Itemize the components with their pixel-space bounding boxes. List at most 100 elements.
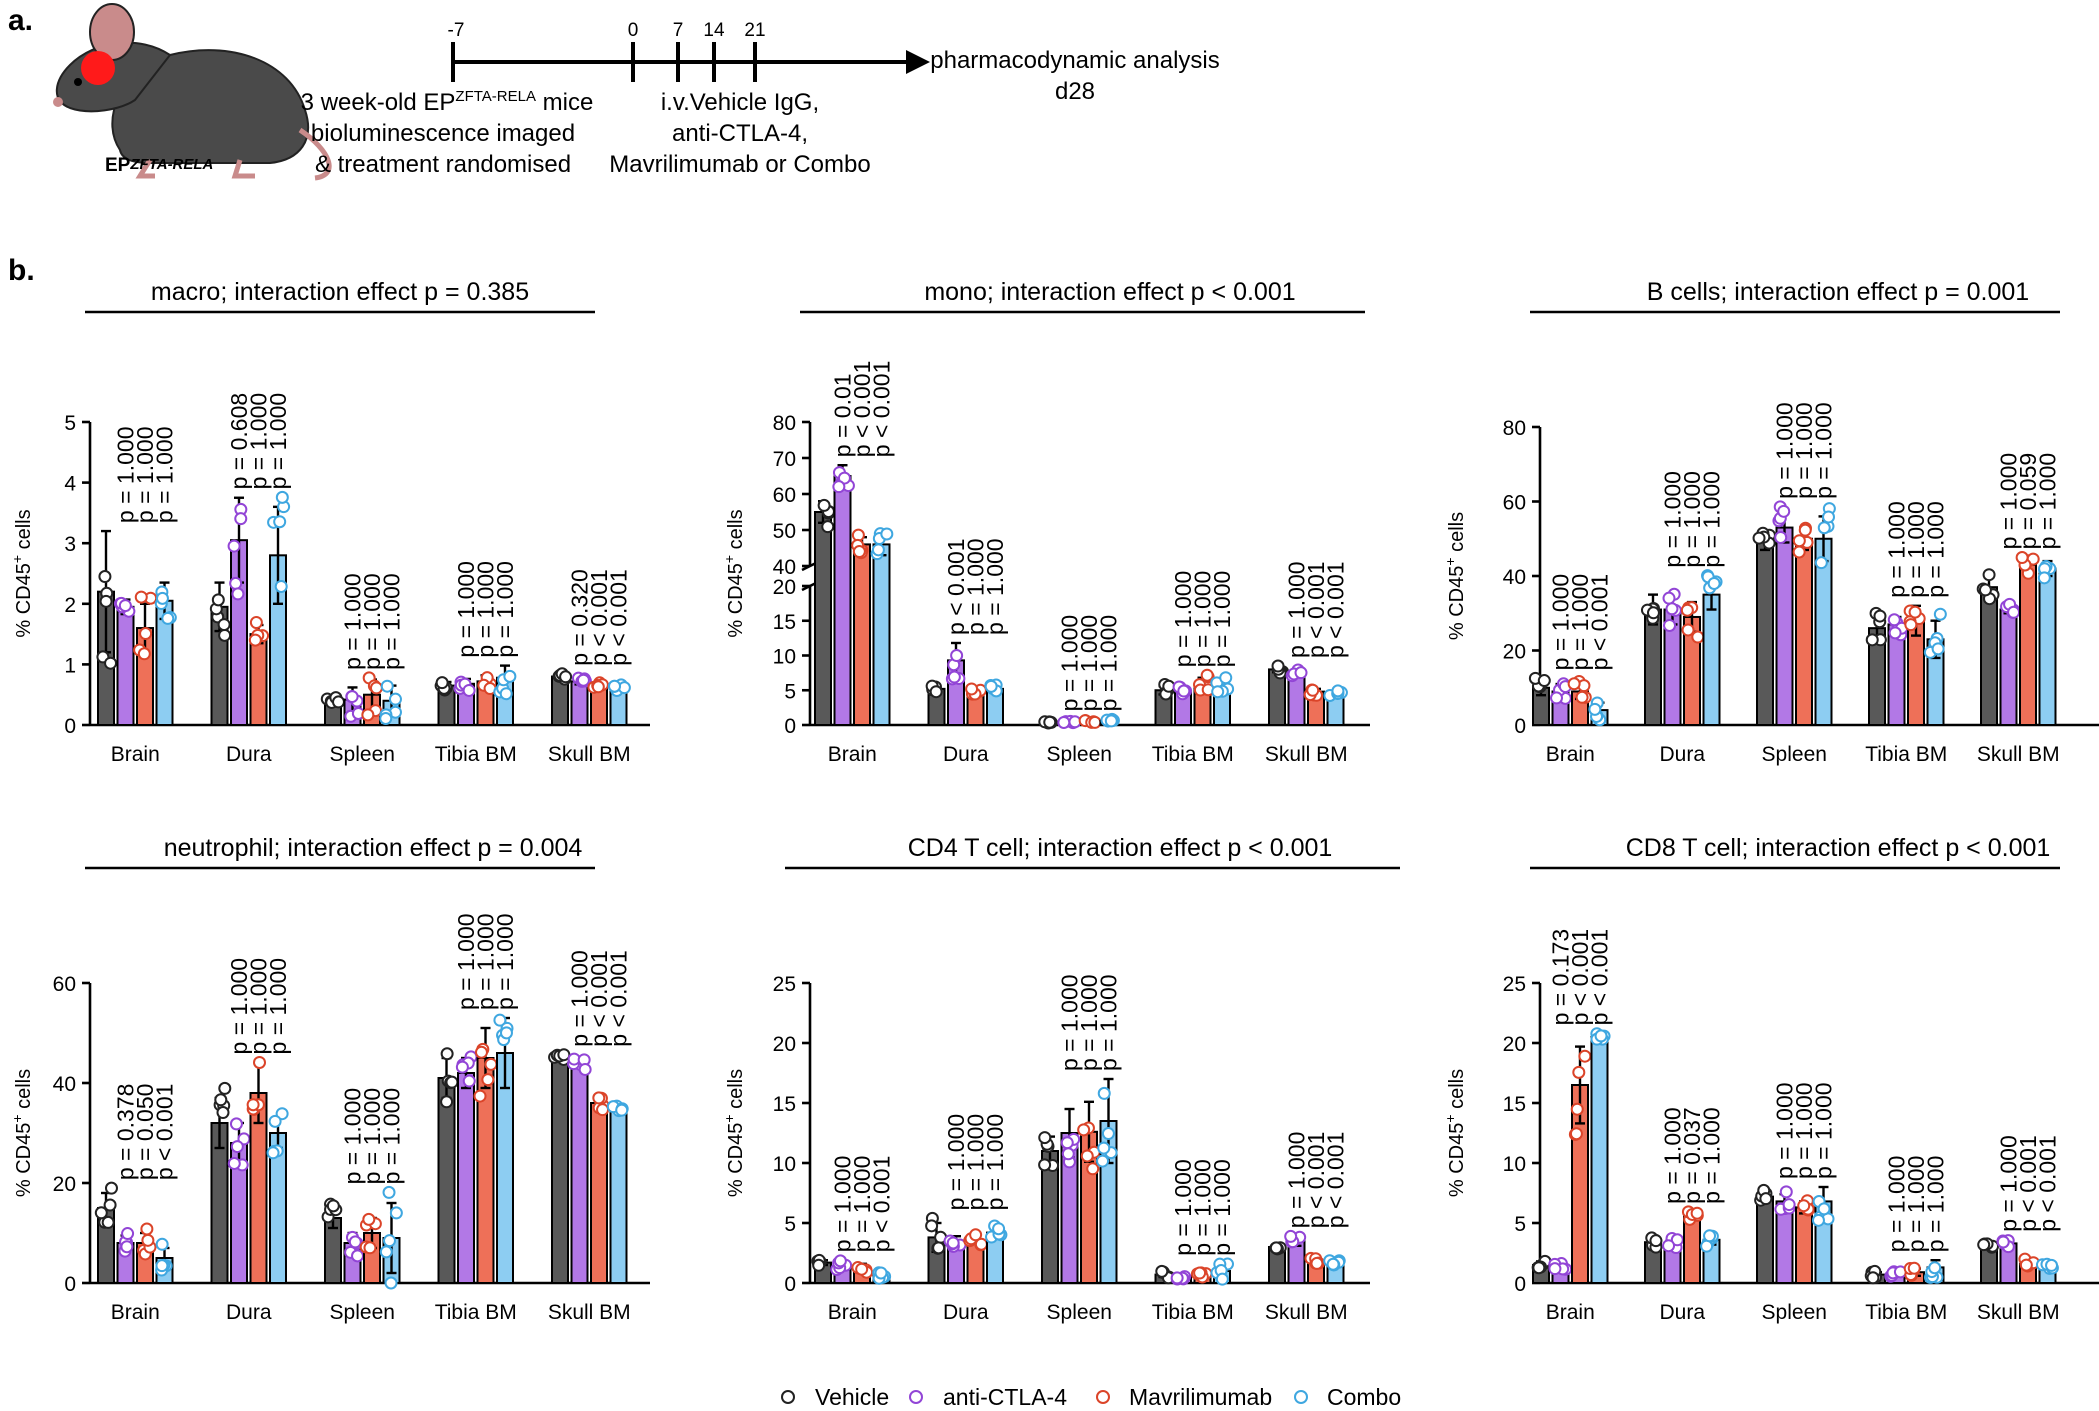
data-point-vehicle: [218, 1081, 232, 1095]
data-point-vehicle: [440, 1047, 454, 1061]
p-value-label: p < 0.001: [2035, 1135, 2061, 1232]
p-value-label: p = 1.000: [379, 573, 405, 670]
data-point-combo: [1933, 607, 1947, 621]
p-value-label: p = 1.000: [113, 427, 139, 524]
x-tick-label: Spleen: [1762, 743, 1827, 766]
chart-title: mono; interaction effect p < 0.001: [924, 278, 1295, 306]
data-point-combo: [615, 1103, 629, 1117]
p-value-label: p = 1.000: [1548, 574, 1574, 671]
data-point-mavrilimumab: [1792, 534, 1806, 548]
x-tick-label: Brain: [828, 1301, 877, 1324]
data-point-mavrilimumab: [474, 1045, 488, 1059]
data-point-combo: [382, 1185, 396, 1199]
p-value-label: p = 1.000: [1884, 501, 1910, 598]
y-axis-label-main: % CD45: [13, 563, 35, 637]
p-value-label: p < 0.001: [943, 538, 969, 635]
y-tick-label: 5: [64, 412, 76, 435]
bar-mavrilimumab: [590, 1102, 608, 1284]
y-tick-label: 80: [1503, 417, 1526, 440]
p-value-label: p = 1.000: [1567, 574, 1593, 671]
data-point-mavrilimumab: [134, 590, 148, 604]
data-point-anti-ctla4: [1061, 1147, 1075, 1161]
data-point-vehicle: [812, 1258, 826, 1272]
data-point-anti-ctla4: [234, 512, 248, 526]
data-point-vehicle: [440, 1095, 454, 1109]
data-point-mavrilimumab: [969, 1228, 983, 1242]
data-point-vehicle: [101, 1215, 115, 1229]
data-point-combo: [380, 679, 394, 693]
mouse-illustration: EPZFTA-RELA: [53, 3, 332, 181]
x-tick-label: Dura: [1659, 1301, 1705, 1324]
mouse-label-sup: ZFTA-RELA: [129, 156, 213, 173]
data-point-vehicle: [932, 1241, 946, 1255]
data-point-combo: [1707, 576, 1721, 590]
p-value-label: p < 0.001: [1587, 929, 1613, 1026]
x-tick-label: Brain: [1546, 1301, 1595, 1324]
data-point-combo: [1814, 556, 1828, 570]
y-tick-label: 0: [64, 715, 76, 738]
y-tick-label: 60: [773, 484, 796, 507]
y-axis-label-post: cells: [13, 509, 35, 555]
data-point-mavrilimumab: [473, 1089, 487, 1103]
bar-vehicle: [1756, 1195, 1774, 1284]
y-axis-label: % CD45+ cells: [721, 509, 747, 637]
data-point-mavrilimumab: [1798, 523, 1812, 537]
data-point-mavrilimumab: [1088, 715, 1102, 729]
p-value-label: p = 1.000: [1811, 1082, 1837, 1179]
data-point-vehicle: [211, 593, 225, 607]
data-point-mavrilimumab: [1681, 623, 1695, 637]
chart-5: CD8 T cell; interaction effect p < 0.001…: [1442, 834, 2099, 1324]
p-value-label: p = 1.000: [246, 958, 272, 1055]
data-point-mavrilimumab: [592, 1091, 606, 1105]
p-value-label: p = 1.000: [1811, 402, 1837, 499]
data-point-mavrilimumab: [596, 1103, 610, 1117]
p-value-label: p = 1.000: [1772, 1082, 1798, 1179]
data-point-anti-ctla4: [351, 1249, 365, 1263]
y-tick-label: 20: [1503, 641, 1526, 664]
x-tick-label: Brain: [111, 1301, 160, 1324]
x-tick-label: Tibia BM: [1152, 1301, 1234, 1324]
p-value-label: p = 1.000: [340, 1088, 366, 1185]
p-value-label: p = 1.000: [1170, 571, 1196, 668]
mouse-eye: [74, 78, 82, 86]
p-value-label: p < 0.001: [1567, 929, 1593, 1026]
y-axis-label-post: cells: [1446, 512, 1468, 558]
x-tick-label: Spleen: [330, 743, 395, 766]
p-value-label: p < 0.001: [1303, 1132, 1329, 1229]
p-value-label: p = 0.059: [2015, 453, 2041, 550]
mouse-feet: [135, 158, 255, 179]
data-point-combo: [161, 611, 175, 625]
y-tick-label: 5: [1514, 1213, 1526, 1236]
p-value-label: p = 0.320: [567, 569, 593, 666]
data-point-combo: [1326, 1257, 1340, 1271]
y-tick-label: 40: [53, 1073, 76, 1096]
y-tick-label: 2: [64, 594, 76, 617]
p-value-label: p = 1.000: [982, 538, 1008, 635]
p-value-label: p = 0.050: [132, 1084, 158, 1181]
data-point-vehicle: [435, 676, 449, 690]
data-point-combo: [1928, 1261, 1942, 1275]
data-point-mavrilimumab: [249, 616, 263, 630]
y-axis-label-main: % CD45: [13, 1123, 35, 1197]
bar-vehicle: [1980, 586, 1998, 726]
p-value-label: p < 0.001: [1587, 574, 1613, 671]
data-point-combo: [992, 1222, 1006, 1236]
x-tick-label: Brain: [828, 743, 877, 766]
y-axis-label-main: % CD45: [725, 563, 747, 637]
y-tick-label: 10: [1503, 1153, 1526, 1176]
p-value-label: p = 1.000: [265, 958, 291, 1055]
chart-4: CD4 T cell; interaction effect p < 0.001…: [721, 834, 1400, 1324]
p-value-label: p = 1.000: [1096, 615, 1122, 712]
data-point-mavrilimumab: [1907, 1261, 1921, 1275]
data-point-anti-ctla4: [1294, 666, 1308, 680]
p-value-label: p < 0.001: [1323, 561, 1349, 658]
timeline-mid-text-3: Mavrilimumab or Combo: [609, 151, 870, 178]
data-point-mavrilimumab: [1908, 605, 1922, 619]
bar-anti-ctla4: [570, 1062, 589, 1284]
left-text-1-sup: ZFTA-RELA: [455, 88, 536, 105]
data-point-combo: [1931, 642, 1945, 656]
x-tick-label: Skull BM: [1977, 743, 2060, 766]
bar-vehicle: [437, 1077, 456, 1284]
timeline-tick-label: 14: [703, 20, 725, 41]
data-point-vehicle: [104, 656, 118, 670]
